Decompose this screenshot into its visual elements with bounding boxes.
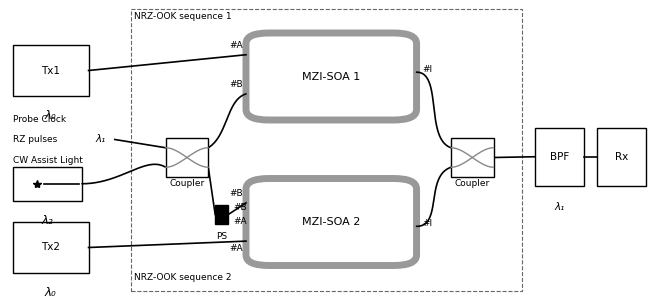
Text: Rx: Rx: [615, 152, 628, 162]
Text: λ₀: λ₀: [45, 286, 56, 299]
Text: CW Assist Light: CW Assist Light: [13, 156, 83, 165]
Text: #B: #B: [229, 189, 243, 198]
Text: Tx1: Tx1: [41, 65, 60, 76]
Text: #A: #A: [229, 41, 243, 50]
Text: λ₁: λ₁: [95, 134, 106, 145]
Text: λ₀: λ₀: [45, 109, 56, 122]
Text: RZ pulses: RZ pulses: [13, 135, 57, 144]
Text: MZI-SOA 2: MZI-SOA 2: [302, 217, 360, 227]
Text: Tx2: Tx2: [41, 242, 60, 253]
FancyBboxPatch shape: [246, 33, 417, 120]
FancyBboxPatch shape: [451, 138, 494, 177]
Text: Coupler: Coupler: [455, 178, 490, 188]
Text: #B: #B: [229, 80, 243, 89]
FancyBboxPatch shape: [13, 167, 82, 201]
FancyBboxPatch shape: [535, 128, 584, 186]
FancyBboxPatch shape: [165, 138, 208, 177]
Text: Probe Clock: Probe Clock: [13, 116, 66, 124]
FancyBboxPatch shape: [597, 128, 646, 186]
FancyBboxPatch shape: [13, 45, 89, 96]
Text: Coupler: Coupler: [169, 178, 205, 188]
FancyBboxPatch shape: [246, 178, 417, 266]
Text: #I: #I: [422, 219, 432, 228]
Text: λ₂: λ₂: [42, 214, 53, 227]
Text: MZI-SOA 1: MZI-SOA 1: [302, 71, 360, 82]
Text: NRZ-OOK sequence 1: NRZ-OOK sequence 1: [134, 12, 232, 21]
Text: PS: PS: [216, 232, 227, 241]
Text: #I: #I: [422, 64, 432, 74]
Text: λ₁: λ₁: [554, 202, 564, 212]
Text: NRZ-OOK sequence 2: NRZ-OOK sequence 2: [134, 273, 232, 282]
FancyBboxPatch shape: [13, 222, 89, 273]
FancyBboxPatch shape: [215, 205, 228, 224]
Text: BPF: BPF: [550, 152, 569, 162]
Text: #B: #B: [234, 202, 247, 211]
Text: #A: #A: [229, 244, 243, 253]
Text: #A: #A: [234, 218, 247, 226]
